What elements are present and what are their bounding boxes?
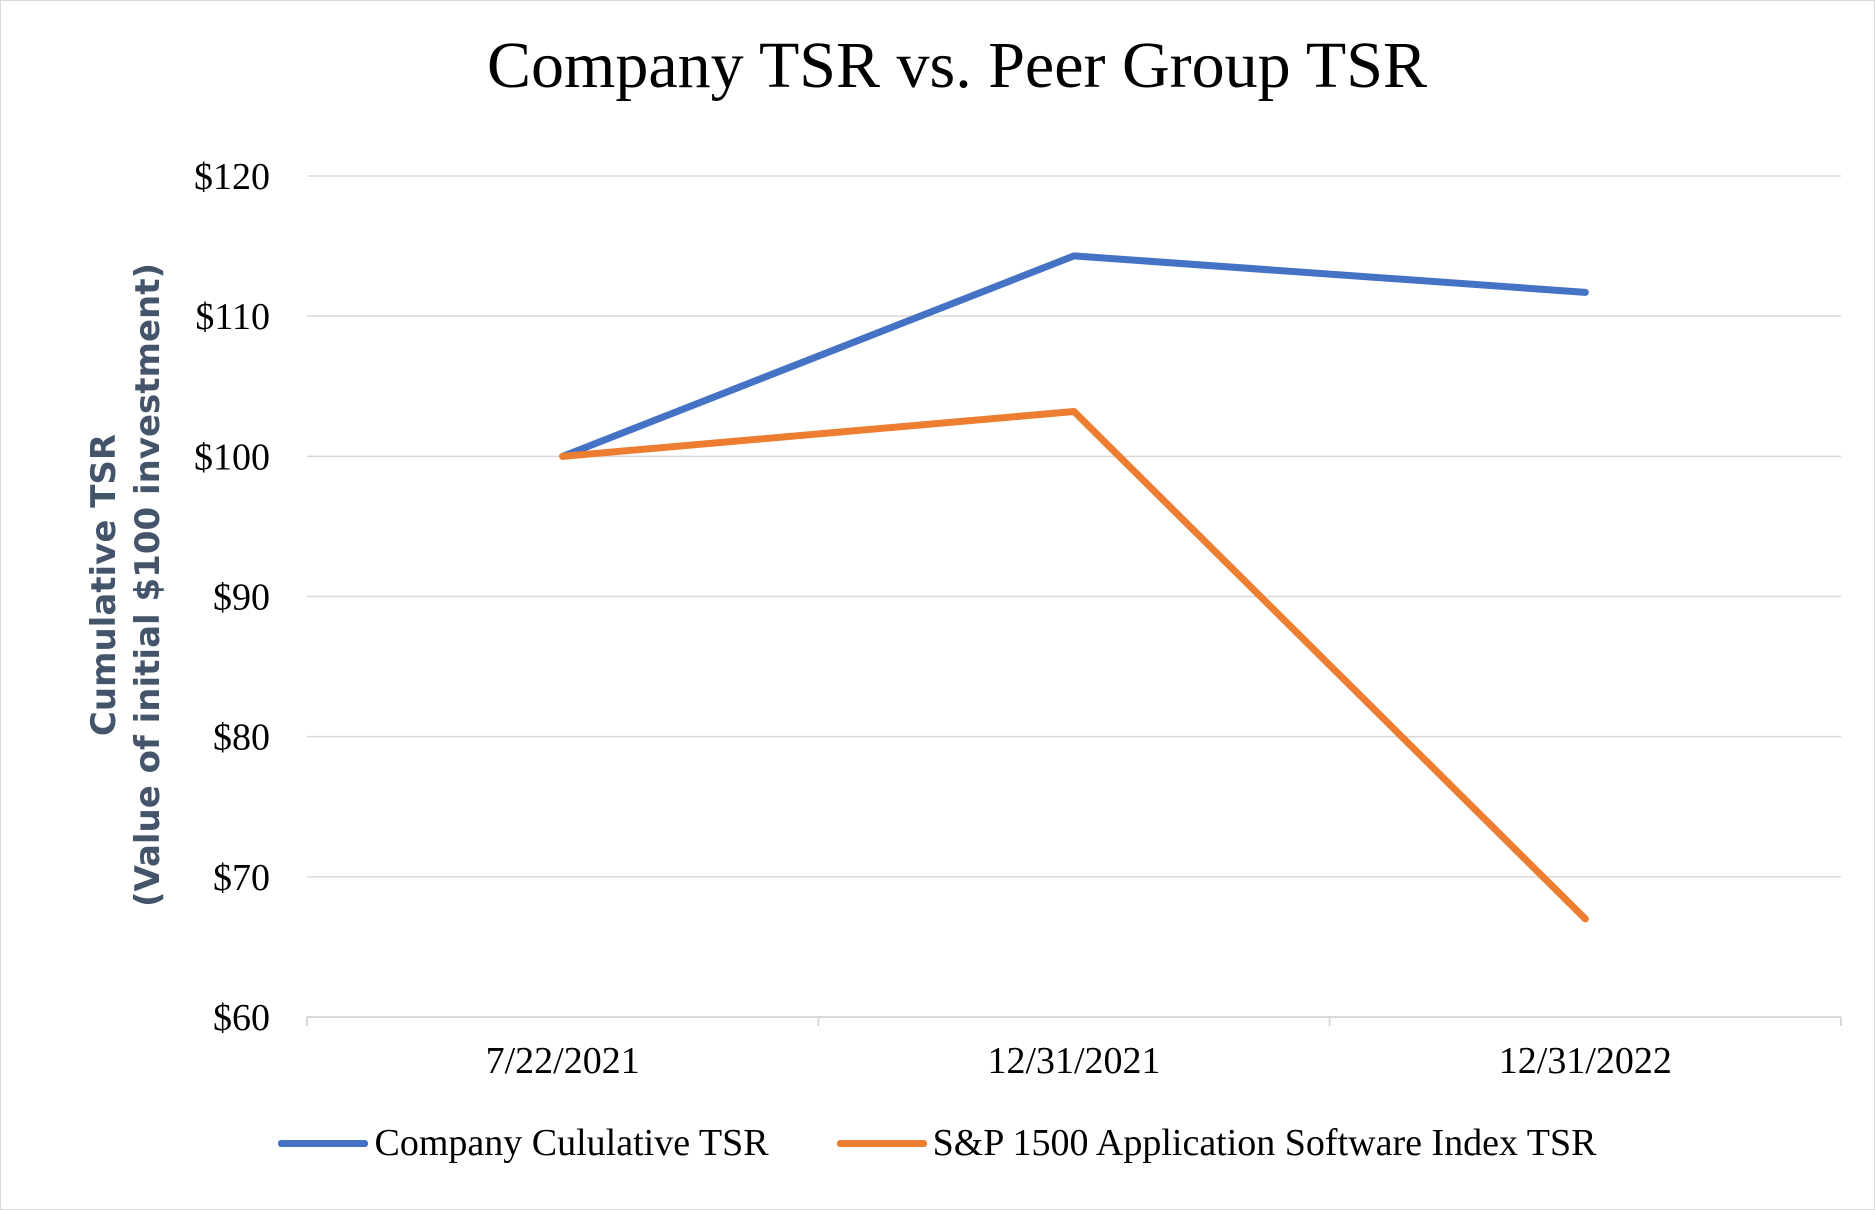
chart-title: Company TSR vs. Peer Group TSR bbox=[487, 29, 1427, 102]
x-tick-label: 12/31/2022 bbox=[1499, 1040, 1672, 1082]
legend-item-index: S&P 1500 Application Software Index TSR bbox=[836, 1121, 1597, 1165]
legend-swatch-company bbox=[278, 1139, 369, 1147]
y-tick-label: $70 bbox=[213, 857, 270, 899]
legend: Company Cululative TSR S&P 1500 Applicat… bbox=[0, 1121, 1875, 1165]
x-tick-label: 12/31/2021 bbox=[987, 1040, 1160, 1082]
x-tick-label: 7/22/2021 bbox=[486, 1040, 640, 1082]
y-tick-label: $60 bbox=[213, 997, 270, 1039]
legend-label-company: Company Cululative TSR bbox=[374, 1122, 769, 1164]
legend-swatch-index bbox=[836, 1139, 927, 1147]
series-line-0 bbox=[559, 252, 1589, 460]
y-tick-label: $120 bbox=[194, 156, 270, 198]
legend-item-company: Company Cululative TSR bbox=[278, 1121, 769, 1165]
y-tick-label: $100 bbox=[194, 436, 270, 478]
y-tick-label: $80 bbox=[213, 717, 270, 759]
series-line-1 bbox=[559, 407, 1589, 923]
legend-label-index: S&P 1500 Application Software Index TSR bbox=[932, 1122, 1597, 1164]
y-tick-label: $110 bbox=[195, 296, 270, 338]
y-tick-label: $90 bbox=[213, 577, 270, 619]
